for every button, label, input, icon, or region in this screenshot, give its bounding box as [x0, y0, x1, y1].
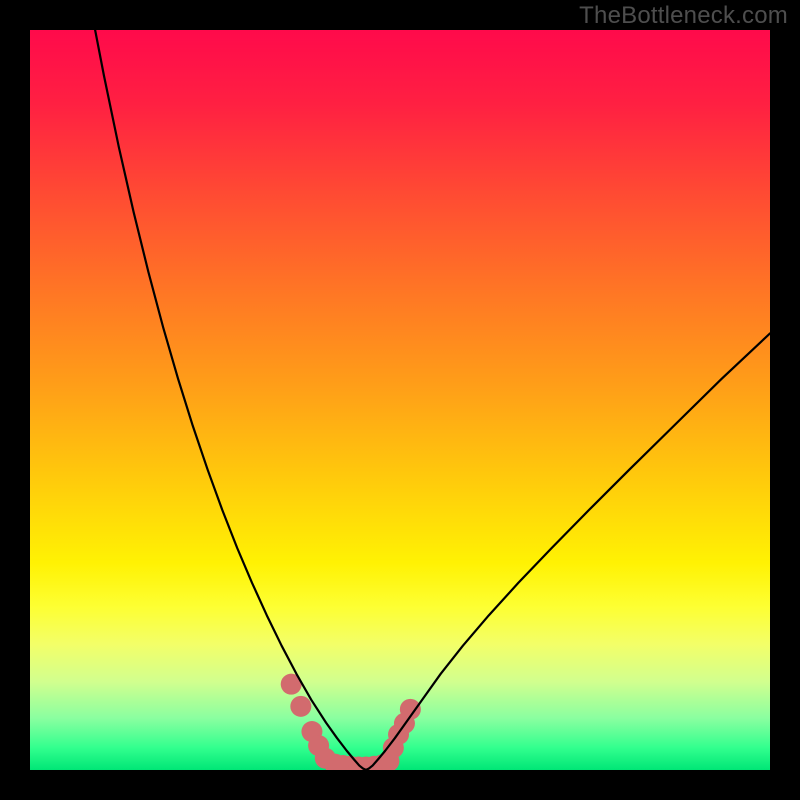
- chart-svg: [0, 0, 800, 800]
- gradient-panel: [30, 30, 770, 770]
- watermark-text: TheBottleneck.com: [579, 2, 788, 30]
- chart-root: TheBottleneck.com: [0, 0, 800, 800]
- marker-dot: [290, 696, 311, 717]
